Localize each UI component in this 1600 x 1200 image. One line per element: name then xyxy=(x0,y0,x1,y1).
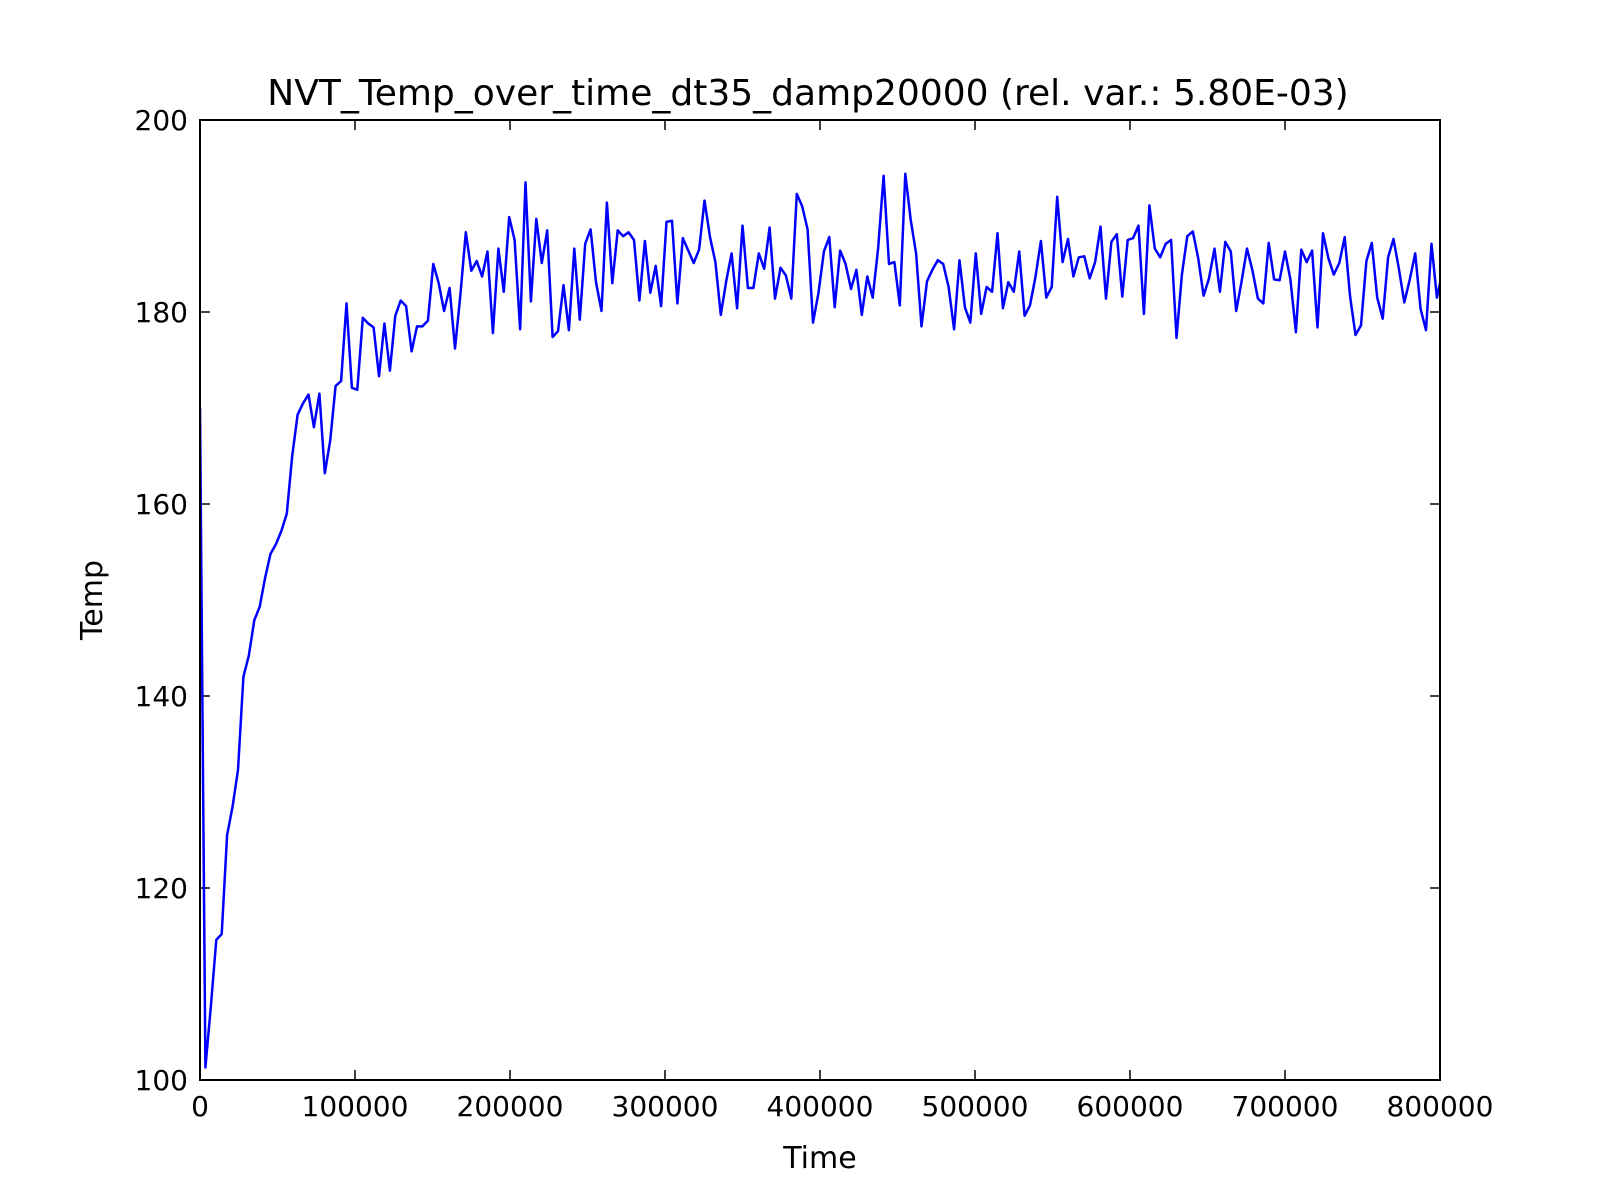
x-tick-label: 600000 xyxy=(1077,1090,1184,1123)
y-tick-label: 100 xyxy=(135,1064,188,1097)
y-tick-label: 140 xyxy=(135,680,188,713)
plot-area-frame xyxy=(199,119,1441,1081)
x-tick-label: 800000 xyxy=(1387,1090,1494,1123)
x-tick-label: 400000 xyxy=(767,1090,874,1123)
y-tick-label: 180 xyxy=(135,296,188,329)
chart-title: NVT_Temp_over_time_dt35_damp20000 (rel. … xyxy=(267,73,1348,114)
x-axis-label: Time xyxy=(782,1141,856,1176)
x-tick-label: 700000 xyxy=(1232,1090,1339,1123)
y-tick-label: 120 xyxy=(135,872,188,905)
y-tick-label: 200 xyxy=(135,104,188,137)
x-tick-label: 100000 xyxy=(302,1090,409,1123)
y-axis-label: Temp xyxy=(75,560,110,641)
y-tick-label: 160 xyxy=(135,488,188,521)
tick-labels: 0 100000 200000 300000 400000 500000 600000 700… xyxy=(135,104,1494,1123)
x-tick-label: 200000 xyxy=(457,1090,564,1123)
x-tick-label: 500000 xyxy=(922,1090,1029,1123)
x-tick-label: 0 xyxy=(191,1090,209,1123)
x-tick-label: 300000 xyxy=(612,1090,719,1123)
temperature-series-line xyxy=(200,172,1440,1069)
